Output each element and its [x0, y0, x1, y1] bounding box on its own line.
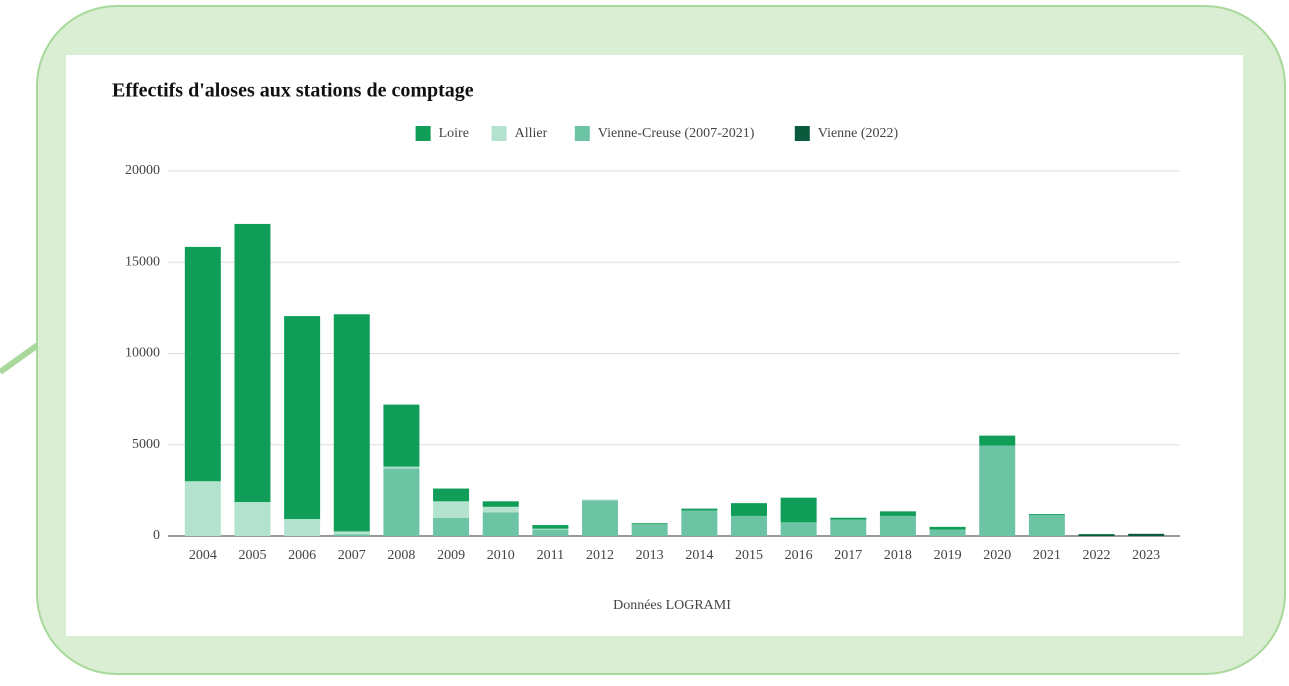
bar-segment	[780, 522, 817, 536]
bar-segment	[929, 526, 966, 530]
bar-segment	[879, 511, 916, 516]
bar-segment	[730, 503, 767, 516]
y-tick-label: 0	[153, 528, 160, 543]
y-tick-label: 10000	[125, 346, 160, 361]
legend-swatch	[415, 126, 431, 141]
bar-segment	[433, 488, 470, 502]
x-tick-label: 2022	[1083, 548, 1111, 563]
bar-segment	[631, 524, 668, 536]
x-tick-label: 2006	[288, 548, 316, 563]
x-tick-label: 2017	[834, 548, 862, 563]
bar-segment	[284, 316, 321, 520]
bar-segment	[929, 529, 966, 536]
bar-segment	[631, 523, 668, 525]
y-tick-label: 5000	[132, 437, 160, 452]
bar-segment	[433, 517, 470, 536]
x-tick-label: 2019	[934, 548, 962, 563]
bar-segment	[482, 512, 519, 536]
bar-segment	[979, 435, 1016, 446]
bar-segment	[234, 502, 271, 536]
chart-title: Effectifs d'aloses aux stations de compt…	[112, 80, 474, 102]
x-tick-label: 2013	[636, 548, 664, 563]
bar-segment	[532, 528, 569, 530]
bar-segment	[830, 519, 867, 536]
y-tick-label: 20000	[125, 163, 160, 178]
bar-segment	[830, 517, 867, 520]
bar-segment	[383, 404, 420, 467]
x-tick-label: 2015	[735, 548, 763, 563]
bar-segment	[383, 468, 420, 536]
bar-segment	[1028, 514, 1065, 516]
x-tick-label: 2016	[785, 548, 813, 563]
legend-label: Loire	[439, 126, 469, 141]
y-tick-label: 15000	[125, 254, 160, 269]
decor-line	[0, 339, 44, 375]
legend-label: Allier	[515, 126, 548, 141]
bar-segment	[333, 534, 370, 536]
x-tick-label: 2011	[537, 548, 564, 563]
legend-swatch	[794, 126, 810, 141]
bar-segment	[681, 508, 718, 511]
bar-segment	[234, 223, 271, 503]
bar-segment	[333, 314, 370, 532]
x-tick-label: 2021	[1033, 548, 1061, 563]
bar-segment	[482, 506, 519, 513]
x-tick-label: 2008	[387, 548, 415, 563]
bar-segment	[1028, 515, 1065, 536]
legend-swatch	[574, 126, 590, 141]
x-tick-label: 2018	[884, 548, 912, 563]
x-tick-label: 2012	[586, 548, 614, 563]
x-tick-label: 2023	[1132, 548, 1160, 563]
bar-segment	[433, 501, 470, 518]
bar-segment	[780, 497, 817, 523]
x-tick-label: 2020	[983, 548, 1011, 563]
legend-swatch	[491, 126, 507, 141]
bar-segment	[979, 445, 1016, 536]
bar-segment	[730, 515, 767, 536]
x-tick-label: 2009	[437, 548, 465, 563]
bar-segment	[383, 466, 420, 469]
x-tick-label: 2007	[338, 548, 366, 563]
bar-segment	[1078, 533, 1115, 535]
legend-label: Vienne-Creuse (2007-2021)	[598, 126, 755, 141]
x-tick-label: 2010	[487, 548, 515, 563]
bar-segment	[879, 515, 916, 536]
legend-label: Vienne (2022)	[818, 126, 899, 141]
bar-segment	[184, 246, 221, 482]
bar-segment	[532, 529, 569, 536]
bar-segment	[681, 510, 718, 536]
bar-segment	[482, 501, 519, 507]
bar-segment	[582, 500, 619, 536]
bar-segment	[582, 499, 619, 501]
bar-segment	[532, 525, 569, 529]
x-tick-label: 2014	[685, 548, 713, 563]
x-tick-label: 2005	[238, 548, 266, 563]
bar-segment	[184, 481, 221, 536]
bar-segment	[333, 531, 370, 535]
x-axis-label: Données LOGRAMI	[613, 598, 731, 613]
bar-segment	[1128, 533, 1165, 536]
x-tick-label: 2004	[189, 548, 217, 563]
bar-segment	[1078, 534, 1115, 536]
bar-segment	[284, 519, 321, 536]
